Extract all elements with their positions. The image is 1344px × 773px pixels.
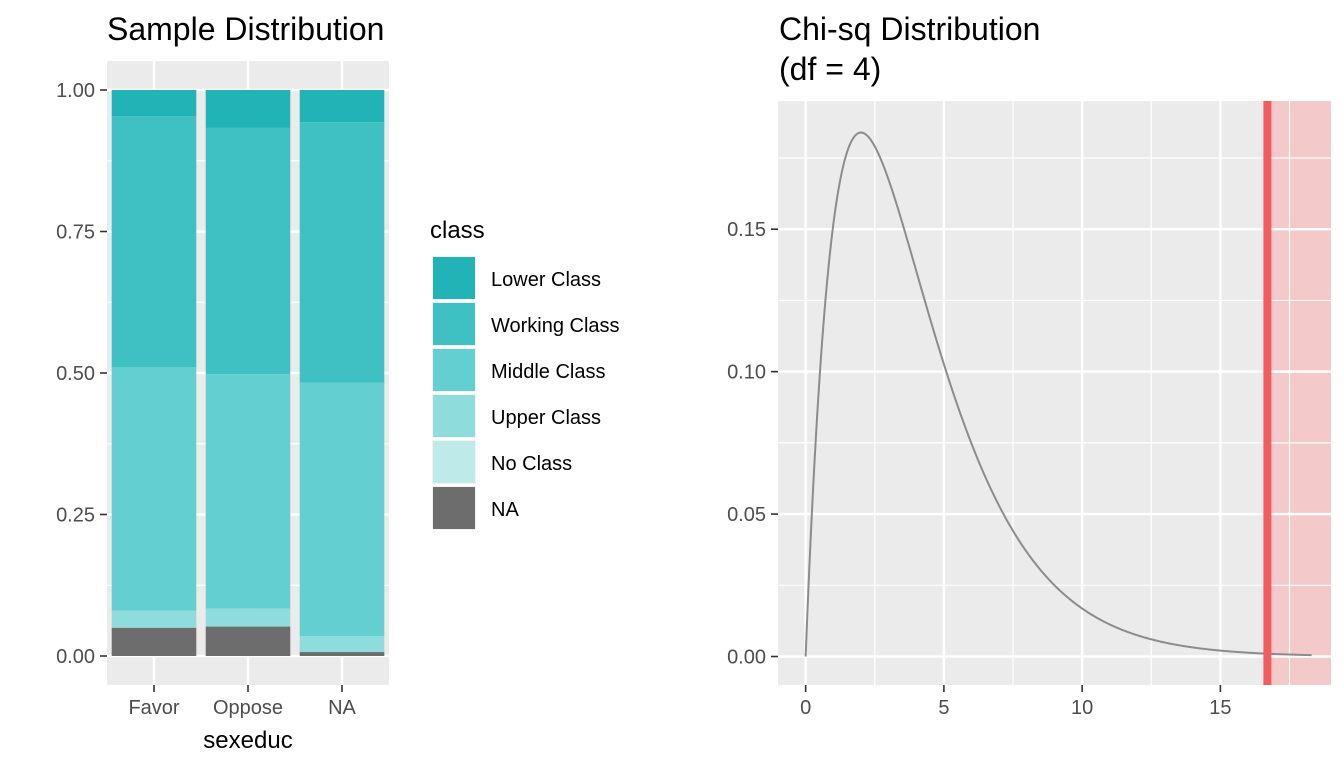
- bar-segment: [205, 608, 291, 627]
- bar-segment: [205, 127, 291, 375]
- left-x-ticks: Favor Oppose NA: [128, 685, 357, 719]
- right-x-tick-label: 15: [1209, 697, 1231, 719]
- right-y-tick-label: 0.05: [727, 504, 766, 526]
- left-x-tick-label: Favor: [128, 697, 179, 719]
- left-y-tick-label: 0.25: [56, 505, 95, 527]
- right-y-tick-label: 0.10: [727, 362, 766, 384]
- right-panel: Chi-sq Distribution (df = 4) 0.00 0.05 0.1…: [727, 11, 1331, 719]
- legend-key-swatch: [433, 257, 475, 299]
- bar-segment: [299, 122, 385, 383]
- legend-key-swatch: [433, 395, 475, 437]
- left-y-tick-label: 0.00: [56, 646, 95, 668]
- legend: class Lower Class Working Class Middle Cla…: [430, 217, 620, 530]
- left-y-tick-label: 1.00: [56, 80, 95, 102]
- rejection-region-shade: [1267, 101, 1331, 685]
- legend-entry-label: Middle Class: [491, 361, 605, 383]
- right-chart-title: Chi-sq Distribution: [779, 11, 1040, 47]
- legend-items: Lower Class Working Class Middle Class Uppe…: [432, 256, 620, 530]
- left-x-tick-label: Oppose: [213, 697, 283, 719]
- bar-segment: [111, 367, 197, 611]
- bar-segment: [299, 90, 385, 123]
- left-x-axis-title: sexeduc: [203, 727, 292, 754]
- right-rejection-region: [1267, 101, 1331, 685]
- bar-segment: [111, 610, 197, 628]
- left-y-ticks: 0.00 0.25 0.50 0.75 1.00: [56, 80, 107, 668]
- right-x-tick-label: 10: [1071, 697, 1093, 719]
- legend-entry-label: Lower Class: [491, 269, 601, 291]
- legend-entry-label: No Class: [491, 453, 572, 475]
- right-x-tick-label: 5: [938, 697, 949, 719]
- right-y-ticks: 0.00 0.05 0.10 0.15: [727, 219, 778, 669]
- bar-segment: [111, 627, 197, 656]
- legend-key-swatch: [433, 303, 475, 345]
- legend-key-swatch: [433, 487, 475, 529]
- legend-entry-label: Working Class: [491, 315, 620, 337]
- left-y-tick-label: 0.50: [56, 363, 95, 385]
- right-x-tick-label: 0: [800, 697, 811, 719]
- bar-segment: [111, 90, 197, 117]
- bar-segment: [205, 374, 291, 609]
- bar-segment: [299, 382, 385, 637]
- left-y-tick-label: 0.75: [56, 222, 95, 244]
- left-bars: [111, 90, 385, 656]
- left-panel: Sample Distribution 0.00 0.25 0.50 0.75 1.00…: [56, 11, 389, 754]
- right-y-tick-label: 0.15: [727, 219, 766, 241]
- legend-key-swatch: [433, 349, 475, 391]
- bar-segment: [299, 636, 385, 653]
- left-x-tick-label: NA: [328, 697, 356, 719]
- left-chart-title: Sample Distribution: [107, 11, 384, 47]
- right-plot-background: [778, 101, 1331, 685]
- legend-key-swatch: [433, 441, 475, 483]
- right-y-tick-label: 0.00: [727, 647, 766, 669]
- right-x-ticks: 0 5 10 15: [800, 685, 1232, 719]
- legend-title: class: [430, 217, 485, 244]
- bar-segment: [111, 116, 197, 368]
- chi-square-density-curve: [804, 131, 1312, 657]
- right-chart-subtitle: (df = 4): [779, 51, 881, 87]
- legend-entry-label: Upper Class: [491, 407, 601, 429]
- bar-segment: [205, 90, 291, 128]
- right-gridlines: [778, 101, 1331, 685]
- bar-segment: [299, 652, 385, 656]
- bar-segment: [205, 626, 291, 656]
- legend-entry-label: NA: [491, 499, 519, 521]
